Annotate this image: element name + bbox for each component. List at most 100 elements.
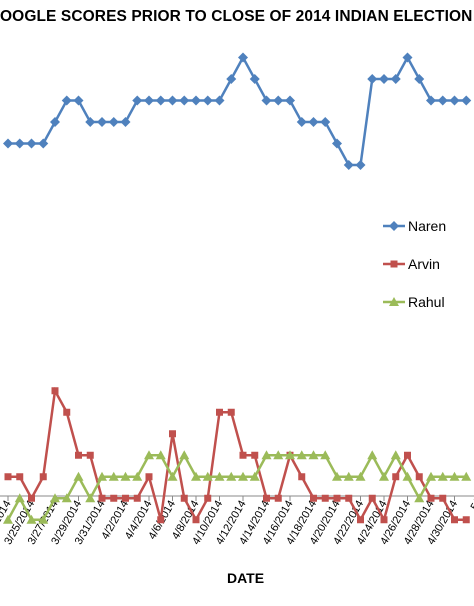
- legend-label-arvin: Arvin: [408, 256, 440, 272]
- data-point-arvin: [334, 495, 341, 502]
- data-point-arvin: [392, 473, 399, 480]
- data-point-rahul: [403, 472, 413, 481]
- data-point-naren: [215, 96, 225, 106]
- data-point-arvin: [5, 473, 12, 480]
- data-point-naren: [356, 160, 366, 170]
- data-point-arvin: [416, 473, 423, 480]
- data-point-arvin: [40, 473, 47, 480]
- data-point-arvin: [357, 516, 364, 523]
- data-point-naren: [132, 96, 142, 106]
- legend: Naren Arvin Rahul: [383, 218, 446, 310]
- data-point-naren: [285, 96, 295, 106]
- data-point-arvin: [439, 495, 446, 502]
- data-point-arvin: [63, 409, 70, 416]
- data-point-naren: [461, 96, 471, 106]
- data-point-arvin: [251, 452, 258, 459]
- data-point-naren: [144, 96, 154, 106]
- data-point-naren: [273, 96, 283, 106]
- data-point-arvin: [146, 473, 153, 480]
- data-point-arvin: [345, 495, 352, 502]
- data-point-rahul: [414, 493, 424, 502]
- data-point-naren: [320, 117, 330, 127]
- data-point-naren: [238, 53, 248, 63]
- data-point-naren: [203, 96, 213, 106]
- data-point-arvin: [28, 495, 35, 502]
- data-point-arvin: [87, 452, 94, 459]
- data-point-arvin: [204, 495, 211, 502]
- data-point-arvin: [122, 495, 129, 502]
- data-point-naren: [367, 74, 377, 84]
- data-point-naren: [121, 117, 131, 127]
- data-point-arvin: [110, 495, 117, 502]
- x-axis-ticks: 3/23/20143/25/20143/27/20143/29/20143/31…: [0, 496, 474, 547]
- data-point-arvin: [369, 495, 376, 502]
- series-naren: [3, 53, 471, 171]
- data-point-naren: [97, 117, 107, 127]
- data-point-arvin: [181, 495, 188, 502]
- data-point-naren: [426, 96, 436, 106]
- data-point-arvin: [451, 516, 458, 523]
- series-layer: [3, 53, 471, 524]
- data-point-naren: [262, 96, 272, 106]
- data-point-naren: [309, 117, 319, 127]
- data-point-rahul: [15, 493, 25, 502]
- data-point-rahul: [379, 472, 389, 481]
- legend-marker-arvin: [391, 261, 398, 268]
- data-point-naren: [250, 74, 260, 84]
- data-point-arvin: [404, 452, 411, 459]
- data-point-arvin: [228, 409, 235, 416]
- data-point-naren: [379, 74, 389, 84]
- data-point-arvin: [428, 495, 435, 502]
- data-point-rahul: [85, 493, 95, 502]
- data-point-arvin: [322, 495, 329, 502]
- data-point-rahul: [74, 472, 84, 481]
- data-point-naren: [168, 96, 178, 106]
- data-point-arvin: [157, 516, 164, 523]
- data-point-naren: [50, 117, 60, 127]
- data-point-arvin: [240, 452, 247, 459]
- data-point-naren: [74, 96, 84, 106]
- data-point-naren: [297, 117, 307, 127]
- data-point-naren: [344, 160, 354, 170]
- data-point-naren: [109, 117, 119, 127]
- data-point-naren: [62, 96, 72, 106]
- legend-marker-naren: [389, 221, 399, 231]
- x-axis-title: DATE: [227, 570, 264, 586]
- data-point-arvin: [463, 516, 470, 523]
- data-point-rahul: [367, 450, 377, 459]
- data-point-arvin: [169, 430, 176, 437]
- data-point-arvin: [275, 495, 282, 502]
- data-point-arvin: [263, 495, 270, 502]
- data-point-arvin: [134, 495, 141, 502]
- data-point-naren: [38, 139, 48, 149]
- data-point-naren: [226, 74, 236, 84]
- data-point-naren: [403, 53, 413, 63]
- data-point-naren: [27, 139, 37, 149]
- data-point-naren: [450, 96, 460, 106]
- data-point-arvin: [16, 473, 23, 480]
- data-point-arvin: [52, 387, 59, 394]
- data-point-arvin: [298, 473, 305, 480]
- data-point-naren: [156, 96, 166, 106]
- data-point-rahul: [179, 450, 189, 459]
- data-point-naren: [3, 139, 13, 149]
- data-point-arvin: [75, 452, 82, 459]
- data-point-arvin: [216, 409, 223, 416]
- data-point-rahul: [168, 472, 178, 481]
- data-point-naren: [332, 139, 342, 149]
- legend-label-rahul: Rahul: [408, 294, 445, 310]
- legend-label-naren: Naren: [408, 218, 446, 234]
- data-point-arvin: [193, 516, 200, 523]
- data-point-rahul: [391, 450, 401, 459]
- x-tick-label: 5/: [469, 498, 474, 513]
- data-point-naren: [391, 74, 401, 84]
- data-point-naren: [85, 117, 95, 127]
- data-point-naren: [414, 74, 424, 84]
- data-point-naren: [179, 96, 189, 106]
- data-point-arvin: [381, 516, 388, 523]
- data-point-naren: [438, 96, 448, 106]
- series-line-naren: [8, 58, 466, 166]
- data-point-naren: [15, 139, 25, 149]
- data-point-naren: [191, 96, 201, 106]
